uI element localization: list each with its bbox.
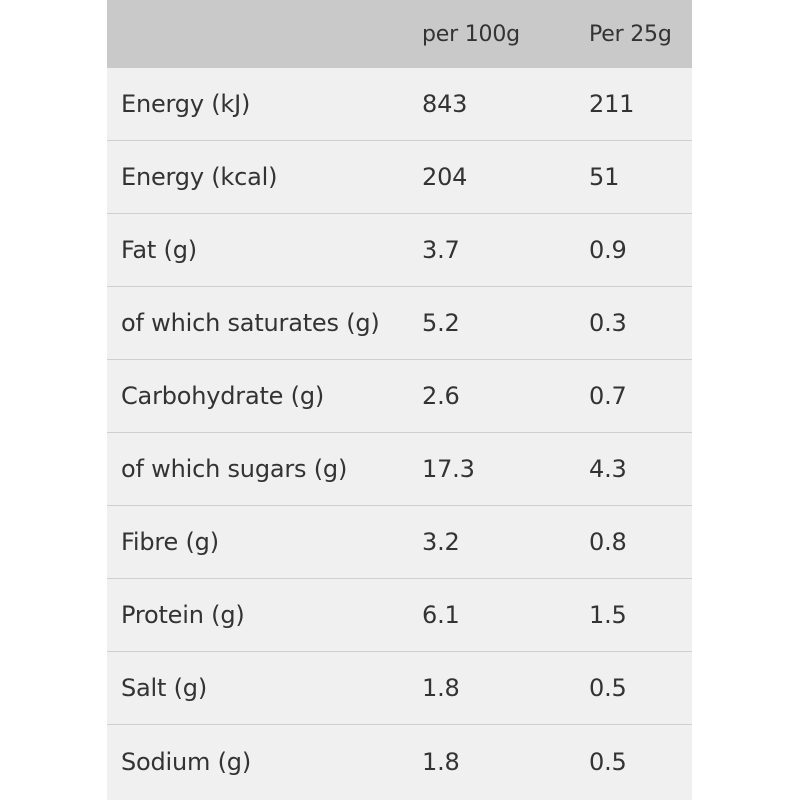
value-per-25g: 0.5: [589, 674, 627, 702]
table-header-row: per 100g Per 25g: [107, 0, 692, 68]
value-per-25g: 0.3: [589, 309, 627, 337]
header-per-100g: per 100g: [422, 21, 520, 47]
value-per-25g: 0.9: [589, 236, 627, 264]
value-per-25g: 4.3: [589, 455, 627, 483]
value-per-100g: 3.2: [422, 528, 460, 556]
table-row-protein: Protein (g) 6.1 1.5: [107, 579, 692, 652]
nutrient-label: Fibre (g): [121, 528, 219, 556]
nutrient-label: Protein (g): [121, 601, 245, 629]
header-per-25g: Per 25g: [589, 21, 672, 47]
table-row-salt: Salt (g) 1.8 0.5: [107, 652, 692, 725]
value-per-100g: 3.7: [422, 236, 460, 264]
value-per-100g: 6.1: [422, 601, 460, 629]
table-row-fibre: Fibre (g) 3.2 0.8: [107, 506, 692, 579]
nutrient-label: Fat (g): [121, 236, 197, 264]
value-per-25g: 211: [589, 90, 635, 118]
nutrient-label: Salt (g): [121, 674, 208, 702]
value-per-100g: 843: [422, 90, 468, 118]
nutrition-table: per 100g Per 25g Energy (kJ) 843 211 Ene…: [107, 0, 692, 800]
value-per-100g: 1.8: [422, 674, 460, 702]
nutrient-label: Energy (kJ): [121, 90, 251, 118]
value-per-25g: 1.5: [589, 601, 627, 629]
table-row-energy-kj: Energy (kJ) 843 211: [107, 68, 692, 141]
value-per-100g: 1.8: [422, 747, 460, 776]
nutrient-label: of which sugars (g): [121, 455, 348, 483]
value-per-25g: 51: [589, 163, 620, 191]
table-row-energy-kcal: Energy (kcal) 204 51: [107, 141, 692, 214]
table-row-sodium: Sodium (g) 1.8 0.5: [107, 725, 692, 798]
table-row-fat: Fat (g) 3.7 0.9: [107, 214, 692, 287]
nutrient-label: Carbohydrate (g): [121, 382, 325, 410]
nutrient-label: Energy (kcal): [121, 163, 278, 191]
value-per-25g: 0.7: [589, 382, 627, 410]
nutrient-label: Sodium (g): [121, 747, 252, 776]
value-per-25g: 0.5: [589, 747, 627, 776]
value-per-100g: 2.6: [422, 382, 460, 410]
table-row-carbohydrate: Carbohydrate (g) 2.6 0.7: [107, 360, 692, 433]
nutrient-label: of which saturates (g): [121, 309, 380, 337]
value-per-25g: 0.8: [589, 528, 627, 556]
value-per-100g: 5.2: [422, 309, 460, 337]
table-row-saturates: of which saturates (g) 5.2 0.3: [107, 287, 692, 360]
value-per-100g: 204: [422, 163, 468, 191]
table-row-sugars: of which sugars (g) 17.3 4.3: [107, 433, 692, 506]
value-per-100g: 17.3: [422, 455, 475, 483]
